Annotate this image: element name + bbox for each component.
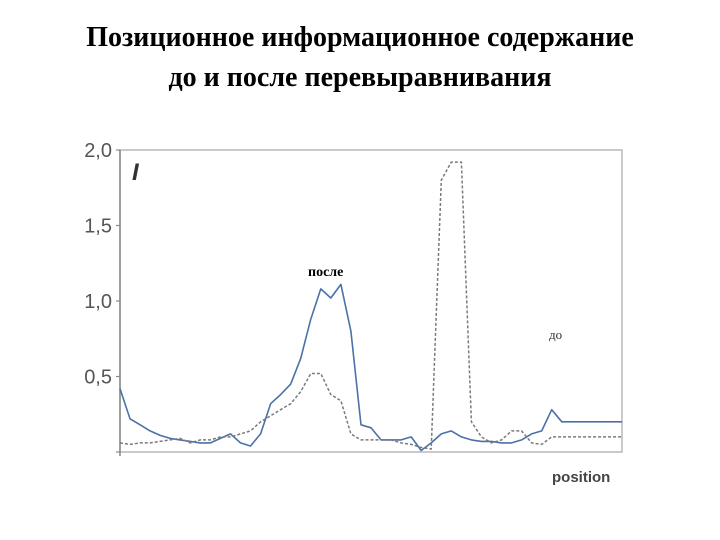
series-layer <box>119 161 622 452</box>
y-ticks: 0,5 1,0 1,5 2,0 <box>84 140 120 453</box>
y-tick-label: 1,5 <box>84 216 112 238</box>
y-axis-label: I <box>132 159 140 186</box>
y-tick-label: 0,5 <box>84 367 112 389</box>
series-line-posle <box>119 283 622 452</box>
slide-title: Позиционное информационное содержание до… <box>0 18 720 98</box>
slide-title-line-1: Позиционное информационное содержание <box>86 22 634 53</box>
slide-title-line-2: до и после перевыравнивания <box>168 62 552 93</box>
annotation-do: до <box>549 327 562 342</box>
annotation-posle: после <box>308 265 343 280</box>
y-tick-label: 1,0 <box>84 291 112 313</box>
plot-frame <box>119 149 623 453</box>
y-tick-label: 2,0 <box>84 140 112 162</box>
series-line-do <box>119 161 622 450</box>
x-axis-label: position <box>552 469 610 486</box>
